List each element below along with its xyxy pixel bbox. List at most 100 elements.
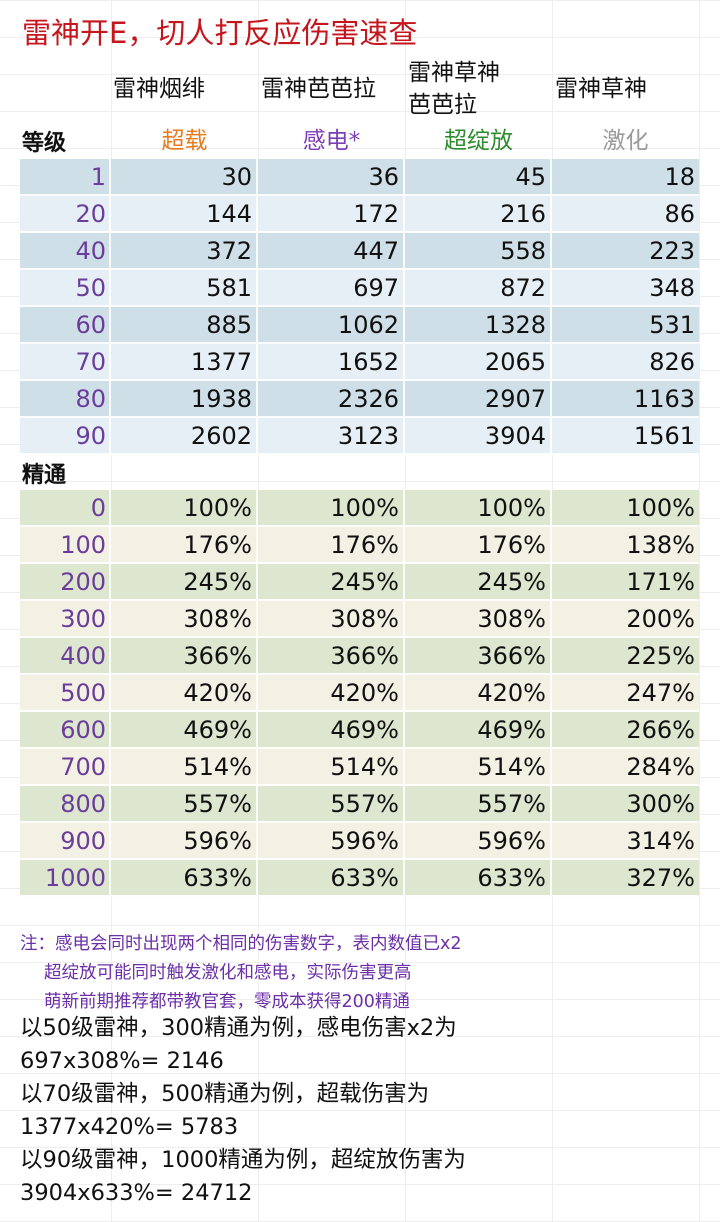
value-cell: 100% <box>405 490 552 525</box>
value-cell: 245% <box>258 564 405 599</box>
value-cell: 1163 <box>633 385 695 413</box>
value-cell: 1938 <box>111 381 258 416</box>
value-cell: 18 <box>664 163 695 191</box>
value-cell: 266% <box>626 716 695 744</box>
em-cell: 500 <box>20 675 111 710</box>
table-row: 800 557% 557% 557% 300% <box>20 786 699 823</box>
value-cell: 1062 <box>258 307 405 342</box>
value-cell: 514% <box>258 749 405 784</box>
value-cell: 633% <box>405 860 552 895</box>
value-cell: 1561 <box>633 422 695 450</box>
em-cell: 300 <box>20 601 111 636</box>
notes: 注：感电会同时出现两个相同的伤害数字，表内数值已x2 超绽放可能同时触发激化和感… <box>20 930 700 1017</box>
value-cell: 531 <box>649 311 695 339</box>
value-cell: 314% <box>626 827 695 855</box>
value-cell: 596% <box>111 823 258 858</box>
level-section-label: 等级 <box>22 131 67 156</box>
value-cell: 171% <box>626 568 695 596</box>
table-row: 200 245% 245% 245% 171% <box>20 564 699 601</box>
value-cell: 86 <box>664 200 695 228</box>
value-cell: 514% <box>111 749 258 784</box>
note-line: 注：感电会同时出现两个相同的伤害数字，表内数值已x2 <box>20 934 462 954</box>
value-cell: 1328 <box>405 307 552 342</box>
value-cell: 557% <box>111 786 258 821</box>
value-cell: 420% <box>405 675 552 710</box>
em-cell: 1000 <box>20 860 111 895</box>
em-cell: 700 <box>20 749 111 784</box>
value-cell: 1377 <box>111 344 258 379</box>
level-cell: 1 <box>20 159 111 194</box>
table-row: 50 581 697 872 348 <box>20 270 699 307</box>
value-cell: 100% <box>258 490 405 525</box>
value-cell: 558 <box>405 233 552 268</box>
value-cell: 2326 <box>258 381 405 416</box>
value-cell: 469% <box>111 712 258 747</box>
value-cell: 45 <box>405 159 552 194</box>
column-header-3: 雷神草神 芭芭拉 <box>408 60 500 118</box>
value-cell: 3904 <box>405 418 552 453</box>
value-cell: 596% <box>258 823 405 858</box>
value-cell: 138% <box>626 531 695 559</box>
em-cell: 800 <box>20 786 111 821</box>
column-header-4: 雷神草神 <box>555 76 647 102</box>
em-cell: 400 <box>20 638 111 673</box>
reaction-electro-charged: 感电* <box>302 128 361 154</box>
value-cell: 633% <box>258 860 405 895</box>
value-cell: 300% <box>626 790 695 818</box>
value-cell: 469% <box>405 712 552 747</box>
value-cell: 826 <box>649 348 695 376</box>
value-cell: 223 <box>649 237 695 265</box>
value-cell: 447 <box>258 233 405 268</box>
value-cell: 100% <box>626 494 695 522</box>
level-table: 1 30 36 45 18 20 144 172 216 86 40 372 447 558 223 50 58… <box>20 159 699 455</box>
value-cell: 372 <box>111 233 258 268</box>
value-cell: 200% <box>626 605 695 633</box>
note-line: 超绽放可能同时触发激化和感电，实际伤害更高 <box>44 963 412 983</box>
example-3: 以90级雷神，1000精通为例，超绽放伤害为 3904x633%= 24712 <box>20 1147 466 1206</box>
level-cell: 60 <box>20 307 111 342</box>
em-cell: 600 <box>20 712 111 747</box>
table-row: 60 885 1062 1328 531 <box>20 307 699 344</box>
reaction-overload: 超载 <box>161 128 208 154</box>
value-cell: 308% <box>258 601 405 636</box>
table-row: 1000 633% 633% 633% 327% <box>20 860 699 897</box>
value-cell: 1652 <box>258 344 405 379</box>
note-line: 萌新前期推荐都带教官套，零成本获得200精通 <box>44 992 410 1012</box>
reaction-hyperbloom: 超绽放 <box>444 128 513 154</box>
value-cell: 366% <box>405 638 552 673</box>
table-row: 40 372 447 558 223 <box>20 233 699 270</box>
value-cell: 366% <box>258 638 405 673</box>
reaction-aggravate: 激化 <box>602 128 649 154</box>
table-row: 300 308% 308% 308% 200% <box>20 601 699 638</box>
example-2: 以70级雷神，500精通为例，超载伤害为 1377x420%= 5783 <box>20 1081 430 1140</box>
value-cell: 2907 <box>405 381 552 416</box>
column-header-1: 雷神烟绯 <box>113 76 205 102</box>
value-cell: 172 <box>258 196 405 231</box>
table-row: 20 144 172 216 86 <box>20 196 699 233</box>
value-cell: 100% <box>111 490 258 525</box>
value-cell: 327% <box>626 864 695 892</box>
value-cell: 30 <box>111 159 258 194</box>
table-row: 80 1938 2326 2907 1163 <box>20 381 699 418</box>
page-title: 雷神开E，切人打反应伤害速查 <box>22 16 418 50</box>
em-section-label: 精通 <box>22 463 67 488</box>
value-cell: 176% <box>111 527 258 562</box>
level-cell: 20 <box>20 196 111 231</box>
level-cell: 50 <box>20 270 111 305</box>
value-cell: 557% <box>258 786 405 821</box>
value-cell: 245% <box>111 564 258 599</box>
value-cell: 885 <box>111 307 258 342</box>
level-cell: 40 <box>20 233 111 268</box>
column-header-2: 雷神芭芭拉 <box>261 76 376 102</box>
value-cell: 308% <box>111 601 258 636</box>
value-cell: 2065 <box>405 344 552 379</box>
value-cell: 697 <box>258 270 405 305</box>
level-cell: 80 <box>20 381 111 416</box>
value-cell: 366% <box>111 638 258 673</box>
value-cell: 216 <box>405 196 552 231</box>
value-cell: 36 <box>258 159 405 194</box>
value-cell: 225% <box>626 642 695 670</box>
em-table: 0 100% 100% 100% 100% 100 176% 176% 176% 138% 200 2… <box>20 490 699 897</box>
table-row: 400 366% 366% 366% 225% <box>20 638 699 675</box>
table-row: 600 469% 469% 469% 266% <box>20 712 699 749</box>
